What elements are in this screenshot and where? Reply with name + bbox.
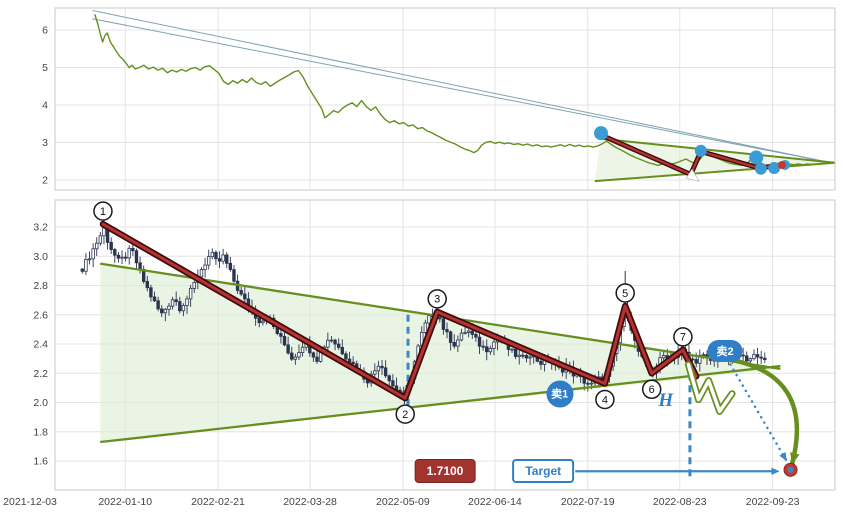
svg-text:1: 1: [100, 206, 106, 218]
sell2-dotted-arrow: [729, 363, 788, 463]
wave-marker-6: 6: [641, 379, 662, 400]
x-tick-label: 2022-01-10: [98, 496, 152, 508]
top-wedge-upper-trendline: [600, 137, 836, 164]
bottom-y-tick-label: 3.0: [33, 251, 48, 263]
sell2-dotted-arrowhead: [779, 452, 787, 462]
wave-marker-7: 7: [673, 327, 693, 347]
svg-text:2: 2: [402, 409, 408, 421]
target-point-inner-dot: [787, 466, 794, 473]
bottom-y-tick-label: 2.0: [33, 397, 48, 409]
x-tick-label: 2022-05-09: [376, 496, 430, 508]
wave-marker-1: 1: [93, 201, 113, 221]
top-signal-dot: [694, 144, 707, 157]
x-tick-label: 2022-02-21: [191, 496, 245, 508]
top-panel-border: [54, 7, 836, 191]
bottom-y-tick-label: 1.6: [33, 456, 48, 468]
top-y-tick-label: 2: [42, 175, 48, 187]
x-tick-label: 2022-09-23: [746, 496, 800, 508]
svg-text:6: 6: [649, 384, 655, 396]
bottom-y-tick-label: 1.8: [33, 426, 48, 438]
x-tick-label: 2022-08-23: [653, 496, 707, 508]
top-price-line: [94, 14, 812, 168]
top-y-tick-label: 6: [42, 25, 48, 37]
wave-marker-5: 5: [615, 283, 635, 303]
wave-marker-3: 3: [427, 289, 447, 309]
x-tick-label: 2021-12-03: [3, 496, 57, 508]
top-y-tick-label: 3: [42, 137, 48, 149]
x-tick-label: 2022-07-19: [561, 496, 615, 508]
target-horizontal-arrowhead: [771, 467, 780, 475]
top-white-arrow: [685, 168, 700, 182]
projection-curve-arrow: [722, 356, 800, 467]
wave-marker-4: 4: [595, 389, 615, 410]
top-signal-dot: [754, 162, 767, 175]
bottom-y-tick-label: 2.8: [33, 280, 48, 292]
top-signal-dot: [594, 126, 608, 141]
top-wedge-fill: [594, 138, 835, 182]
bottom-y-tick-label: 2.4: [33, 339, 48, 351]
top-channel-trendline: [92, 10, 836, 165]
top-y-tick-label: 5: [42, 62, 48, 74]
wave-path: [101, 222, 698, 400]
x-tick-label: 2022-06-14: [468, 496, 522, 508]
bottom-wedge-lower-trendline: [100, 364, 781, 444]
projection-zigzag: [686, 362, 734, 414]
bottom-y-tick-label: 2.2: [33, 368, 48, 380]
top-channel-trendline: [92, 18, 836, 165]
bottom-y-tick-label: 3.2: [33, 222, 48, 234]
x-tick-label: 2022-03-28: [283, 496, 337, 508]
bottom-y-tick-label: 2.6: [33, 309, 48, 321]
top-y-tick-label: 4: [42, 100, 48, 112]
top-signal-dot: [749, 150, 764, 165]
top-signal-dot: [768, 162, 781, 175]
bottom-wedge-fill: [100, 263, 781, 443]
svg-text:5: 5: [622, 288, 628, 300]
top-wedge-lower-trendline: [594, 161, 836, 183]
wave-marker-2: 2: [395, 404, 415, 424]
svg-text:3: 3: [434, 294, 440, 306]
bottom-panel-border: [54, 199, 836, 491]
svg-text:7: 7: [680, 332, 686, 344]
top-end-red-dot: [777, 161, 786, 170]
projection-curve-arrowhead: [790, 452, 800, 464]
svg-text:4: 4: [602, 394, 608, 406]
